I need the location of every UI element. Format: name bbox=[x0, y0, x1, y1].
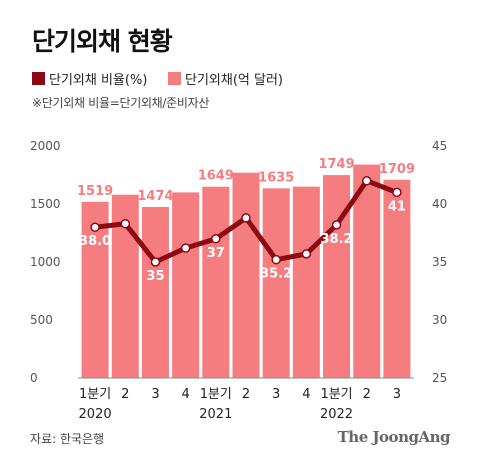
x-axis-tick: 1분기 bbox=[79, 387, 111, 402]
ratio-point bbox=[392, 187, 402, 198]
bar bbox=[292, 186, 320, 378]
ratio-value-label: 38.0 bbox=[79, 234, 111, 249]
bar bbox=[202, 186, 230, 378]
brand-logo: The JoongAng bbox=[337, 428, 451, 446]
bar bbox=[323, 175, 351, 378]
x-axis-year-label: 2021 bbox=[199, 407, 232, 422]
x-axis-tick: 1분기 bbox=[200, 387, 232, 402]
x-axis-tick: 2 bbox=[242, 387, 250, 402]
source-text: 자료: 한국은행 bbox=[30, 432, 105, 446]
legend-amount: 단기외채(억 달러) bbox=[168, 68, 283, 88]
x-axis-tick: 3 bbox=[151, 387, 159, 402]
ratio-value-label: 35 bbox=[146, 269, 164, 284]
x-axis-tick: 3 bbox=[272, 387, 280, 402]
chart-note: ※단기외채 비율=단기외채/준비자산 bbox=[32, 96, 210, 110]
ratio-point bbox=[120, 218, 131, 229]
x-axis-tick: 2 bbox=[363, 387, 371, 402]
chart-area: 0 500 1000 1500 2000 25 30 35 40 45 1519 1474 1649 16… bbox=[30, 139, 447, 422]
left-axis-tick: 2000 bbox=[30, 139, 61, 153]
legend-amount-label: 단기외채(억 달러) bbox=[185, 72, 283, 88]
right-axis-tick: 45 bbox=[432, 139, 447, 153]
bar bbox=[141, 207, 169, 378]
ratio-point bbox=[150, 257, 161, 267]
right-axis-tick: 35 bbox=[432, 255, 447, 269]
bar-value-label: 1649 bbox=[198, 169, 234, 184]
left-axis-tick: 1000 bbox=[30, 255, 61, 269]
x-axis-year-label: 2022 bbox=[320, 407, 353, 422]
right-axis-tick: 40 bbox=[432, 197, 447, 211]
bar-value-label: 1709 bbox=[379, 162, 415, 177]
ratio-point bbox=[241, 213, 251, 223]
ratio-value-label: 41 bbox=[388, 199, 406, 214]
ratio-point bbox=[271, 254, 281, 265]
x-axis-tick: 1분기 bbox=[320, 387, 352, 402]
ratio-value-label: 37 bbox=[207, 246, 225, 261]
bar-value-label: 1474 bbox=[137, 189, 173, 204]
bar bbox=[262, 188, 290, 378]
ratio-point bbox=[331, 220, 342, 230]
ratio-point bbox=[361, 176, 372, 186]
x-axis-tick: 4 bbox=[181, 387, 189, 402]
chart-title: 단기외채 현황 bbox=[32, 27, 173, 56]
bar-value-label: 1749 bbox=[318, 157, 354, 172]
ratio-point bbox=[211, 234, 221, 244]
bar bbox=[383, 179, 411, 378]
bar-value-label: 1635 bbox=[258, 170, 294, 185]
x-axis-tick: 3 bbox=[393, 387, 401, 402]
legend-ratio: 단기외채 비율(%) bbox=[32, 68, 147, 88]
ratio-value-label: 38.2 bbox=[321, 232, 353, 247]
ratio-value-label: 35.2 bbox=[260, 267, 292, 282]
x-axis-tick: 2 bbox=[121, 387, 129, 402]
legend-amount-swatch bbox=[168, 71, 181, 85]
left-axis-tick: 0 bbox=[30, 371, 38, 385]
x-axis-year-label: 2020 bbox=[79, 407, 112, 422]
bar bbox=[353, 164, 381, 378]
left-axis-tick: 500 bbox=[30, 313, 53, 327]
legend-ratio-label: 단기외채 비율(%) bbox=[49, 72, 148, 88]
ratio-point bbox=[180, 243, 191, 253]
x-axis-tick: 4 bbox=[302, 387, 310, 402]
right-axis-tick: 30 bbox=[432, 313, 447, 327]
left-axis-tick: 1500 bbox=[30, 197, 61, 211]
ratio-point bbox=[301, 249, 312, 259]
bar bbox=[232, 172, 260, 378]
right-axis-tick: 25 bbox=[432, 371, 447, 385]
bar-value-label: 1519 bbox=[77, 184, 113, 199]
ratio-point bbox=[90, 222, 100, 232]
bar bbox=[172, 192, 200, 378]
legend-ratio-swatch bbox=[32, 71, 45, 85]
